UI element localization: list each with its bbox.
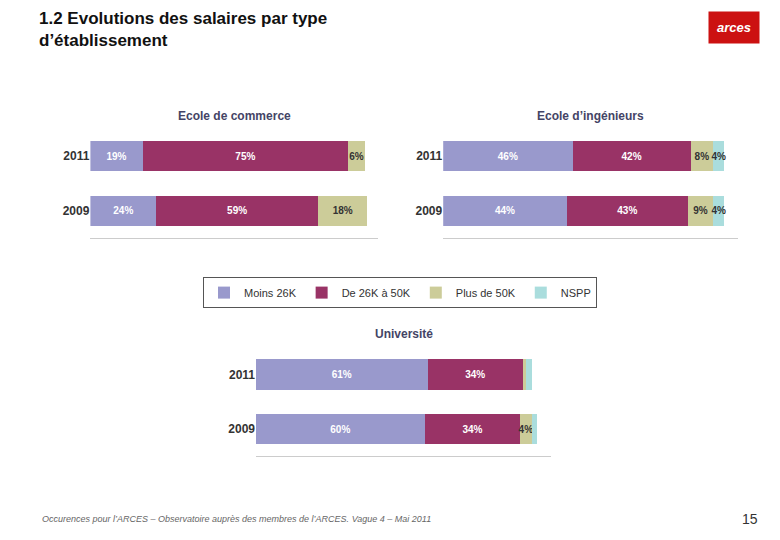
svg-text:9%: 9% — [693, 205, 708, 216]
svg-text:Ecole de commerce: Ecole de commerce — [178, 109, 291, 123]
svg-text:Université: Université — [375, 327, 433, 341]
svg-text:18%: 18% — [333, 205, 353, 216]
svg-text:24%: 24% — [113, 205, 133, 216]
svg-text:4%: 4% — [711, 151, 726, 162]
svg-text:arces: arces — [717, 20, 751, 35]
svg-text:61%: 61% — [332, 369, 352, 380]
svg-text:2009: 2009 — [415, 204, 442, 218]
svg-text:8%: 8% — [695, 151, 710, 162]
svg-text:De 26K à 50K: De 26K à 50K — [342, 287, 411, 299]
svg-text:NSPP: NSPP — [561, 287, 591, 299]
svg-text:Moins 26K: Moins 26K — [244, 287, 297, 299]
svg-text:Ecole d’ingénieurs: Ecole d’ingénieurs — [537, 109, 644, 123]
svg-text:43%: 43% — [617, 205, 637, 216]
svg-text:15: 15 — [742, 511, 758, 527]
svg-text:59%: 59% — [227, 205, 247, 216]
svg-text:46%: 46% — [498, 151, 518, 162]
svg-text:2011: 2011 — [229, 368, 255, 382]
svg-text:75%: 75% — [235, 151, 255, 162]
svg-text:34%: 34% — [462, 424, 482, 435]
svg-text:34%: 34% — [465, 369, 485, 380]
svg-text:1.2 Evolutions des salaires pa: 1.2 Evolutions des salaires par typed’ét… — [39, 9, 327, 50]
svg-text:19%: 19% — [106, 151, 126, 162]
svg-text:Plus de 50K: Plus de 50K — [456, 287, 516, 299]
svg-text:2009: 2009 — [228, 422, 255, 436]
svg-text:2011: 2011 — [416, 149, 442, 163]
svg-text:2011: 2011 — [63, 149, 89, 163]
svg-text:44%: 44% — [495, 205, 515, 216]
svg-text:60%: 60% — [330, 424, 350, 435]
svg-text:2009: 2009 — [63, 204, 90, 218]
svg-text:6%: 6% — [349, 151, 364, 162]
svg-text:4%: 4% — [519, 424, 534, 435]
svg-text:4%: 4% — [711, 205, 726, 216]
svg-text:Occurences pour l’ARCES – Obse: Occurences pour l’ARCES – Observatoire a… — [42, 514, 431, 524]
svg-text:42%: 42% — [622, 151, 642, 162]
